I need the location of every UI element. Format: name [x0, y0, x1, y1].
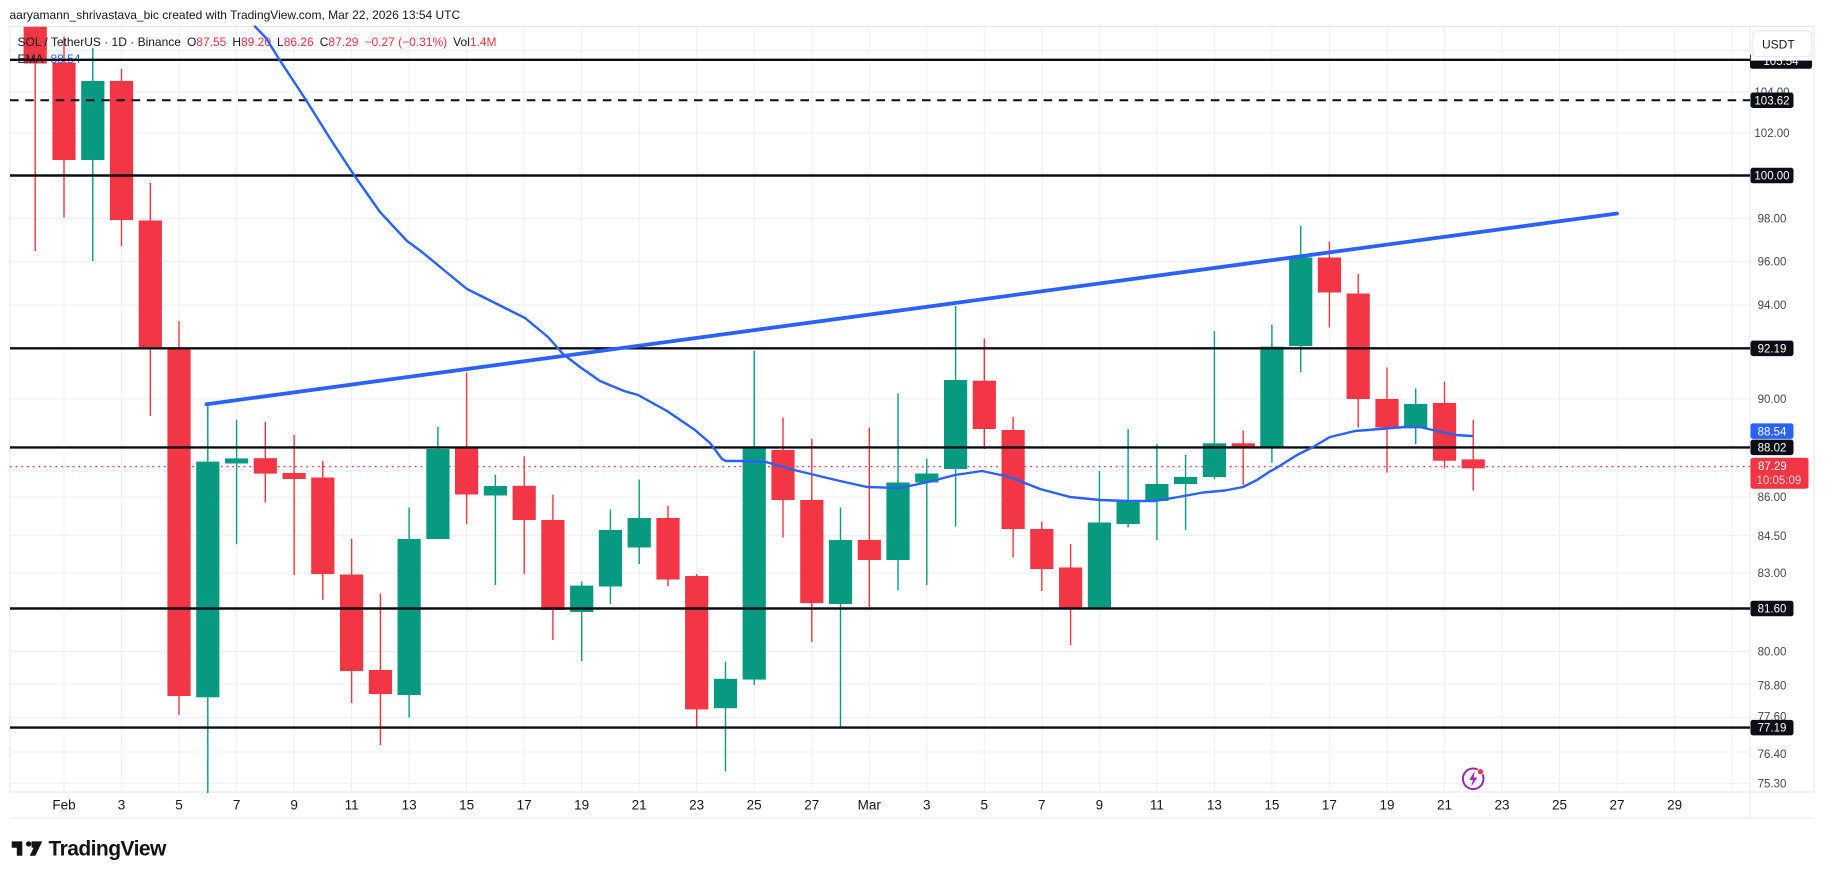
svg-text:83.00: 83.00	[1758, 568, 1787, 580]
svg-text:17: 17	[1322, 798, 1337, 813]
svg-text:15: 15	[459, 798, 474, 813]
svg-text:aaryamann_shrivastava_bic crea: aaryamann_shrivastava_bic created with T…	[10, 8, 461, 22]
svg-text:25: 25	[1552, 798, 1567, 813]
svg-text:9: 9	[290, 798, 298, 813]
svg-text:13: 13	[1207, 798, 1222, 813]
svg-text:5: 5	[175, 798, 183, 813]
svg-text:92.19: 92.19	[1758, 343, 1787, 355]
svg-text:10:05:09: 10:05:09	[1757, 475, 1802, 487]
svg-text:11: 11	[345, 798, 359, 813]
svg-text:81.60: 81.60	[1758, 604, 1787, 616]
svg-text:9: 9	[1096, 798, 1104, 813]
svg-text:100.00: 100.00	[1754, 171, 1789, 183]
svg-text:84.50: 84.50	[1758, 531, 1787, 543]
svg-text:17: 17	[517, 798, 532, 813]
svg-text:88.02: 88.02	[1758, 443, 1787, 455]
svg-text:Feb: Feb	[52, 798, 75, 813]
svg-text:TradingView: TradingView	[49, 838, 167, 861]
svg-text:90.00: 90.00	[1758, 394, 1787, 406]
svg-text:25: 25	[747, 798, 762, 813]
svg-text:27: 27	[804, 798, 819, 813]
svg-text:27: 27	[1609, 798, 1624, 813]
svg-text:87.29: 87.29	[1758, 461, 1787, 473]
svg-text:103.62: 103.62	[1754, 95, 1789, 107]
svg-text:86.00: 86.00	[1758, 492, 1787, 504]
svg-text:88.54: 88.54	[1758, 426, 1787, 438]
svg-text:21: 21	[632, 798, 647, 813]
svg-text:3: 3	[118, 798, 126, 813]
svg-text:75.30: 75.30	[1758, 779, 1787, 791]
svg-text:13: 13	[402, 798, 417, 813]
svg-text:19: 19	[574, 798, 589, 813]
svg-text:11: 11	[1150, 798, 1164, 813]
svg-text:80.00: 80.00	[1758, 647, 1787, 659]
svg-text:94.00: 94.00	[1758, 300, 1787, 312]
svg-text:15: 15	[1264, 798, 1279, 813]
svg-text:Mar: Mar	[858, 798, 882, 813]
svg-text:76.40: 76.40	[1758, 749, 1787, 761]
svg-text:SOL / TetherUS · 1D · Binance: SOL / TetherUS · 1D · Binance O87.55 H89…	[18, 35, 497, 49]
svg-text:3: 3	[923, 798, 931, 813]
svg-text:19: 19	[1379, 798, 1394, 813]
svg-text:23: 23	[689, 798, 704, 813]
svg-text:7: 7	[233, 798, 241, 813]
svg-text:78.80: 78.80	[1758, 681, 1787, 693]
svg-text:5: 5	[981, 798, 989, 813]
svg-text:23: 23	[1494, 798, 1509, 813]
svg-text:USDT: USDT	[1762, 38, 1795, 52]
svg-text:7: 7	[1038, 798, 1046, 813]
svg-text:29: 29	[1667, 798, 1682, 813]
svg-text:102.00: 102.00	[1754, 128, 1789, 140]
svg-text:21: 21	[1437, 798, 1452, 813]
svg-text:96.00: 96.00	[1758, 257, 1787, 269]
svg-text:77.19: 77.19	[1758, 723, 1787, 735]
svg-text:98.00: 98.00	[1758, 214, 1787, 226]
